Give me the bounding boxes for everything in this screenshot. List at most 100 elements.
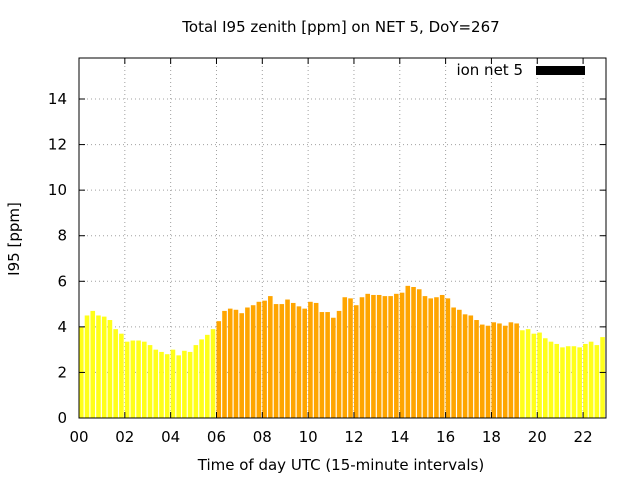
chart-title: Total I95 zenith [ppm] on NET 5, DoY=267 — [181, 18, 499, 36]
bar — [468, 315, 474, 418]
bar — [371, 294, 376, 418]
bar — [130, 340, 136, 418]
bar — [319, 312, 325, 418]
bar — [479, 324, 485, 418]
bar — [600, 337, 605, 418]
bar — [348, 298, 353, 418]
y-tick-label: 0 — [57, 409, 67, 427]
y-axis-label: I95 [ppm] — [5, 202, 23, 276]
bar — [531, 333, 537, 418]
bar — [182, 350, 187, 418]
bar — [577, 347, 582, 418]
y-tick-label: 6 — [57, 272, 67, 290]
x-tick-label: 04 — [161, 428, 180, 446]
bar — [107, 320, 113, 418]
bar — [428, 298, 434, 418]
bar — [542, 338, 548, 418]
bar — [342, 297, 348, 418]
bar — [474, 320, 479, 418]
bar — [520, 330, 525, 418]
x-tick-label: 16 — [436, 428, 455, 446]
x-tick-label: 10 — [299, 428, 318, 446]
bar — [331, 317, 336, 418]
bar — [491, 322, 497, 418]
x-tick-label: 18 — [482, 428, 501, 446]
bar — [124, 341, 130, 418]
bar — [388, 296, 393, 418]
bar — [422, 296, 428, 418]
bar — [382, 296, 388, 418]
bar — [485, 325, 491, 418]
x-tick-label: 20 — [528, 428, 547, 446]
bar — [113, 329, 118, 418]
bar — [170, 349, 176, 418]
bar — [451, 307, 456, 418]
bar — [256, 301, 262, 418]
x-tick-label: 08 — [253, 428, 272, 446]
bar — [136, 340, 141, 418]
bar — [296, 306, 302, 418]
bar — [548, 341, 554, 418]
bar — [594, 345, 600, 418]
bar — [233, 309, 239, 418]
bar — [560, 347, 565, 418]
bar — [336, 310, 342, 418]
bar — [142, 341, 147, 418]
bar — [554, 343, 560, 418]
y-tick-label: 14 — [48, 90, 67, 108]
bar — [353, 305, 359, 418]
bar — [193, 345, 199, 418]
bar — [508, 322, 514, 418]
y-tick-label: 12 — [48, 136, 67, 154]
bar — [571, 346, 577, 418]
bar — [445, 298, 451, 418]
axis-ticks — [78, 58, 606, 419]
x-tick-label: 02 — [115, 428, 134, 446]
bar — [365, 293, 370, 418]
bar — [583, 343, 588, 418]
bar — [250, 305, 256, 418]
x-axis-label: Time of day UTC (15-minute intervals) — [197, 456, 484, 474]
bar — [359, 297, 365, 418]
bar — [268, 296, 273, 418]
bar — [565, 346, 571, 418]
bar — [514, 323, 519, 418]
bar-series — [79, 285, 605, 418]
bar — [325, 312, 330, 418]
bar — [434, 297, 439, 418]
bar — [245, 307, 250, 418]
bar — [84, 315, 90, 418]
bar — [205, 334, 210, 418]
bar — [159, 351, 164, 418]
bar — [199, 339, 204, 418]
y-tick-label: 2 — [57, 363, 67, 381]
bar — [537, 332, 542, 418]
bar — [210, 329, 216, 418]
bar — [462, 314, 468, 418]
bar — [147, 345, 153, 418]
bar — [227, 308, 233, 418]
bar — [394, 293, 399, 418]
bar — [290, 302, 296, 418]
x-tick-label: 00 — [69, 428, 88, 446]
bar — [164, 354, 170, 418]
bar — [119, 333, 124, 418]
bar — [457, 309, 462, 418]
bar — [416, 289, 422, 418]
bar — [308, 301, 313, 418]
x-tick-label: 06 — [207, 428, 226, 446]
bar — [411, 286, 416, 418]
bar — [90, 310, 96, 418]
bar — [279, 304, 285, 418]
x-tick-label: 12 — [344, 428, 363, 446]
bar — [176, 355, 181, 418]
bar — [588, 341, 594, 418]
bar — [101, 316, 107, 418]
bar — [216, 321, 222, 418]
plot-frame — [78, 57, 607, 419]
bar — [525, 329, 531, 418]
bar — [262, 300, 267, 418]
bar — [399, 292, 405, 418]
bar — [285, 299, 290, 418]
